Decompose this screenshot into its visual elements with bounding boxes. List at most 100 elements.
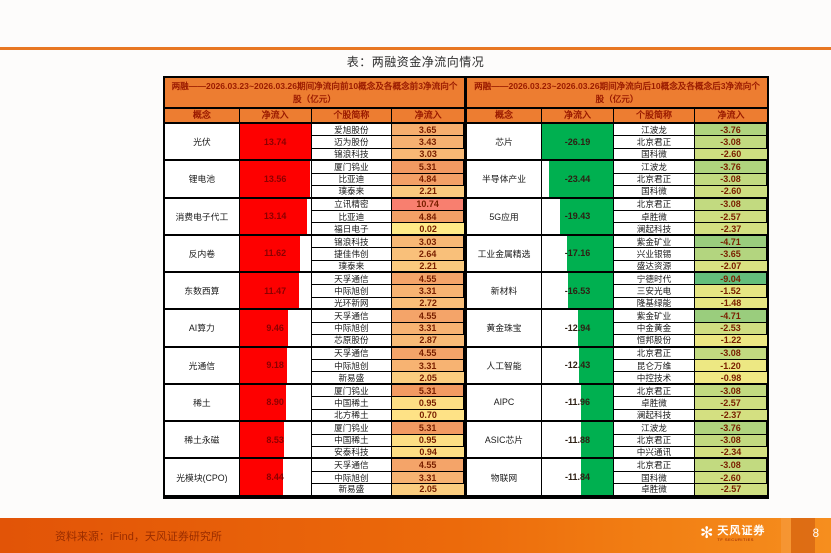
source-line: 资料来源：iFind，天风证券研究所: [55, 531, 222, 543]
stock-name-cell: 北京君正: [614, 459, 695, 472]
stock-netflow-cell: 3.31: [392, 360, 464, 373]
concept-netflow-value: 13.56: [263, 173, 287, 184]
concept-cell: 人工智能: [467, 347, 542, 385]
stock-name-cell: 比亚迪: [311, 210, 393, 224]
concept-netflow-value: 8.53: [266, 434, 284, 445]
footer-bar: 资料来源：iFind，天风证券研究所 ✻ 天风证券 TF SECURITIES …: [0, 518, 831, 553]
stock-netflow-cell: -3.08: [695, 136, 767, 149]
concept-netflow-cell: -11.84: [542, 459, 614, 497]
table-body-left: 光伏 13.74 爱旭股份 3.65 迈为股份 3.43 锦浪科技 3.03 锂电池 13.56 厦…: [163, 124, 466, 499]
concept-cell: 新材料: [467, 273, 542, 311]
concept-netflow-cell: 13.14: [239, 198, 312, 236]
concept-cell: 反内卷: [165, 235, 240, 274]
stock-netflow-cell: 10.74: [392, 198, 464, 211]
stock-netflow-cell: -3.76: [695, 422, 767, 435]
stock-netflow-cell: -2.37: [695, 409, 767, 423]
concept-netflow-cell: -11.96: [542, 384, 614, 423]
concept-netflow-value: -16.53: [564, 285, 591, 296]
concept-netflow-value: -17.16: [564, 248, 591, 259]
stock-name-cell: 兴业银锡: [614, 248, 695, 261]
concept-cell: 工业金属精选: [467, 235, 542, 274]
stock-netflow-cell: 2.87: [392, 335, 464, 348]
stock-netflow-cell: -3.08: [695, 384, 767, 398]
stock-name-cell: 北京君正: [614, 347, 695, 361]
inflow-data-bar: [239, 384, 286, 421]
outflow-data-bar: [580, 422, 613, 458]
concept-netflow-cell: 8.90: [239, 384, 312, 423]
concept-netflow-value: -11.96: [564, 397, 591, 408]
concept-netflow-value: -19.43: [564, 211, 591, 222]
concept-netflow-value: 11.62: [264, 248, 287, 259]
stock-name-cell: 国科微: [614, 186, 695, 199]
stock-name-cell: 国科微: [614, 148, 695, 162]
stock-name-cell: 北京君正: [614, 198, 695, 211]
col-header-concept: 概念: [165, 109, 240, 124]
concept-cell: 物联网: [467, 459, 542, 497]
concept-cell: 光伏: [165, 124, 240, 162]
col-header-stock-netflow: 净流入: [695, 109, 767, 124]
stock-name-cell: 中际旭创: [311, 322, 393, 336]
outflow-data-bar: [577, 310, 613, 346]
stock-netflow-cell: -0.98: [695, 372, 767, 385]
stock-name-cell: 爱旭股份: [311, 124, 393, 137]
stock-name-cell: 澜起科技: [614, 409, 695, 423]
stock-name-cell: 盛达资源: [614, 260, 695, 274]
stock-name-cell: 昆仑万维: [614, 360, 695, 373]
stock-netflow-cell: -2.53: [695, 322, 767, 336]
outflow-data-bar: [568, 273, 613, 309]
stock-name-cell: 中国稀土: [311, 397, 393, 410]
concept-cell: 芯片: [467, 124, 542, 162]
inflow-table: 两融——2026.03.23~2026.03.26期间净流向前10概念及各概念前…: [163, 76, 466, 499]
stock-netflow-cell: -2.60: [695, 471, 767, 485]
col-header-stock: 个股简称: [311, 109, 393, 124]
stock-name-cell: 福日电子: [311, 223, 393, 236]
stock-netflow-cell: -3.76: [695, 161, 767, 174]
stock-netflow-cell: -2.60: [695, 186, 767, 199]
concept-cell: 光通信: [165, 347, 240, 385]
stock-name-cell: 卓胜微: [614, 210, 695, 224]
stock-name-cell: 北京君正: [614, 136, 695, 149]
stock-name-cell: 立讯精密: [311, 198, 393, 211]
inflow-data-bar: [239, 161, 310, 197]
stock-name-cell: 芯原股份: [311, 335, 393, 348]
concept-netflow-value: -12.94: [564, 322, 591, 333]
fund-flow-tables: 两融——2026.03.23~2026.03.26期间净流向前10概念及各概念前…: [163, 76, 769, 499]
col-header-stock-netflow: 净流入: [392, 109, 464, 124]
stock-netflow-cell: 0.94: [392, 446, 464, 460]
stock-name-cell: 锦浪科技: [311, 148, 393, 162]
concept-netflow-cell: -17.16: [542, 235, 614, 274]
concept-cell: 半导体产业: [467, 161, 542, 199]
stock-name-cell: 锦浪科技: [311, 235, 393, 249]
stock-name-cell: 江波龙: [614, 422, 695, 435]
page-number: 8: [812, 528, 819, 540]
stock-netflow-cell: 2.05: [392, 484, 464, 497]
stock-name-cell: 璞泰来: [311, 260, 393, 274]
stock-name-cell: 隆基绿能: [614, 297, 695, 311]
stock-netflow-cell: -3.08: [695, 434, 767, 447]
inflow-table-header: 两融——2026.03.23~2026.03.26期间净流向前10概念及各概念前…: [163, 76, 466, 109]
concept-netflow-cell: 11.62: [239, 235, 312, 274]
outflow-table-header: 两融——2026.03.23~2026.03.26期间净流向后10概念及各概念后…: [466, 76, 769, 109]
concept-netflow-value: -12.43: [564, 360, 591, 371]
stock-name-cell: 安泰科技: [311, 446, 393, 460]
stock-netflow-cell: -2.34: [695, 446, 767, 460]
outflow-data-bar: [549, 161, 613, 197]
stock-name-cell: 天孚通信: [311, 459, 393, 472]
concept-cell: 消费电子代工: [165, 198, 240, 236]
concept-netflow-cell: -26.19: [542, 124, 614, 162]
concept-cell: 黄金珠宝: [467, 310, 542, 348]
inflow-column-headers: 概念 净流入 个股简称 净流入: [163, 109, 466, 124]
stock-netflow-cell: -3.08: [695, 347, 767, 361]
col-header-stock: 个股简称: [614, 109, 695, 124]
stock-netflow-cell: 0.02: [392, 223, 464, 236]
stock-netflow-cell: -2.57: [695, 484, 767, 497]
stock-netflow-cell: -3.08: [695, 459, 767, 472]
stock-netflow-cell: 4.55: [392, 347, 464, 361]
inflow-data-bar: [239, 235, 300, 272]
concept-netflow-value: 11.47: [264, 285, 287, 296]
logo-brand-text: 天风证券: [717, 525, 766, 537]
concept-netflow-value: 8.44: [266, 472, 284, 483]
tf-flower-icon: ✻: [700, 524, 714, 542]
stock-netflow-cell: 2.05: [392, 372, 464, 385]
concept-netflow-cell: 9.46: [239, 310, 312, 348]
